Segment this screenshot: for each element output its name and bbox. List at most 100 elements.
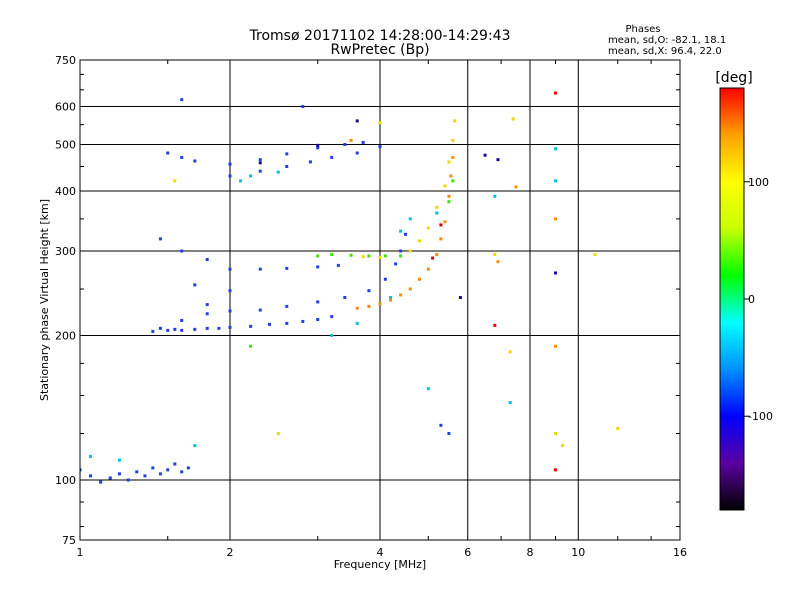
data-point bbox=[330, 334, 334, 338]
data-point bbox=[330, 253, 334, 257]
data-point bbox=[355, 151, 359, 155]
colorbar-tick-label: -100 bbox=[748, 410, 773, 423]
data-point bbox=[493, 323, 497, 327]
data-point bbox=[80, 468, 82, 472]
colorbar-label: [deg] bbox=[715, 70, 752, 86]
data-point bbox=[553, 271, 557, 275]
data-point bbox=[553, 468, 557, 472]
data-point bbox=[378, 302, 382, 306]
data-point bbox=[431, 256, 435, 260]
data-point bbox=[316, 143, 320, 147]
data-point bbox=[399, 254, 403, 258]
data-point bbox=[117, 458, 121, 462]
data-point bbox=[258, 308, 262, 312]
data-point bbox=[151, 466, 155, 470]
data-point bbox=[553, 432, 557, 436]
data-point bbox=[451, 138, 455, 142]
data-point bbox=[173, 179, 177, 183]
data-point bbox=[453, 119, 457, 123]
data-point bbox=[355, 306, 359, 310]
data-point bbox=[435, 253, 439, 257]
data-point bbox=[426, 267, 430, 271]
data-point bbox=[355, 119, 359, 123]
data-point bbox=[193, 283, 197, 287]
data-point bbox=[378, 121, 382, 125]
x-tick-label: 6 bbox=[464, 546, 471, 559]
colorbar: [deg] 100 0 -100 bbox=[715, 70, 773, 511]
data-point bbox=[151, 329, 155, 333]
data-point bbox=[447, 432, 451, 436]
data-point bbox=[117, 472, 121, 476]
data-point bbox=[349, 253, 353, 257]
phase-annotation-heading: Phases bbox=[625, 24, 660, 35]
data-point bbox=[228, 174, 232, 178]
data-point bbox=[447, 200, 451, 204]
colorbar-tick-label: 100 bbox=[748, 176, 769, 189]
data-point bbox=[276, 170, 280, 174]
x-tick-label: 2 bbox=[227, 546, 234, 559]
data-point bbox=[166, 468, 170, 472]
data-point bbox=[493, 253, 497, 257]
data-point bbox=[316, 265, 320, 269]
data-point bbox=[439, 237, 443, 241]
data-point bbox=[217, 326, 221, 330]
data-point bbox=[205, 258, 209, 262]
data-point bbox=[383, 277, 387, 281]
data-point bbox=[316, 146, 320, 150]
phase-annotation-o: mean, sd,O: -82.1, 18.1 bbox=[608, 35, 726, 46]
data-point bbox=[553, 179, 557, 183]
data-point bbox=[378, 255, 382, 259]
data-point bbox=[399, 249, 403, 253]
data-point bbox=[316, 317, 320, 321]
data-point bbox=[349, 138, 353, 142]
data-point bbox=[205, 326, 209, 330]
y-tick-label: 300 bbox=[55, 245, 76, 258]
data-point bbox=[394, 262, 398, 266]
data-point bbox=[228, 162, 232, 166]
data-point bbox=[439, 423, 443, 427]
data-point bbox=[361, 140, 365, 144]
colorbar-tick-label: 0 bbox=[748, 293, 755, 306]
data-point bbox=[330, 315, 334, 319]
colorbar-gradient bbox=[720, 88, 744, 510]
data-point bbox=[508, 350, 512, 354]
data-point bbox=[443, 184, 447, 188]
data-point bbox=[258, 158, 262, 162]
data-point bbox=[403, 232, 407, 236]
data-point bbox=[285, 164, 289, 168]
data-point bbox=[343, 296, 347, 300]
axis-ticks: 1 2 4 6 8 10 16 75 100 200 300 400 500 600 750 bbox=[55, 54, 687, 559]
data-point bbox=[316, 300, 320, 304]
data-point bbox=[389, 298, 393, 302]
x-tick-label: 8 bbox=[527, 546, 534, 559]
data-points bbox=[80, 91, 620, 484]
plot-frame bbox=[79, 59, 681, 541]
data-point bbox=[301, 105, 305, 109]
y-tick-label: 750 bbox=[55, 54, 76, 67]
data-point bbox=[108, 476, 112, 480]
data-point bbox=[228, 325, 232, 329]
data-point bbox=[193, 159, 197, 163]
data-point bbox=[330, 155, 334, 159]
data-point bbox=[285, 266, 289, 270]
x-tick-label: 16 bbox=[673, 546, 687, 559]
data-point bbox=[228, 289, 232, 293]
data-point bbox=[276, 432, 280, 436]
data-point bbox=[180, 318, 184, 322]
data-point bbox=[249, 344, 253, 348]
x-tick-label: 10 bbox=[571, 546, 585, 559]
data-point bbox=[496, 158, 500, 162]
data-point bbox=[258, 169, 262, 173]
data-point bbox=[447, 160, 451, 164]
data-point bbox=[426, 387, 430, 391]
data-point bbox=[193, 444, 197, 448]
data-point bbox=[458, 296, 462, 300]
data-point bbox=[173, 462, 177, 466]
data-point bbox=[417, 239, 421, 243]
data-point bbox=[89, 454, 93, 458]
data-point bbox=[301, 319, 305, 323]
data-point bbox=[180, 249, 184, 253]
data-point bbox=[173, 327, 177, 331]
data-point bbox=[511, 117, 515, 121]
data-point bbox=[399, 229, 403, 233]
